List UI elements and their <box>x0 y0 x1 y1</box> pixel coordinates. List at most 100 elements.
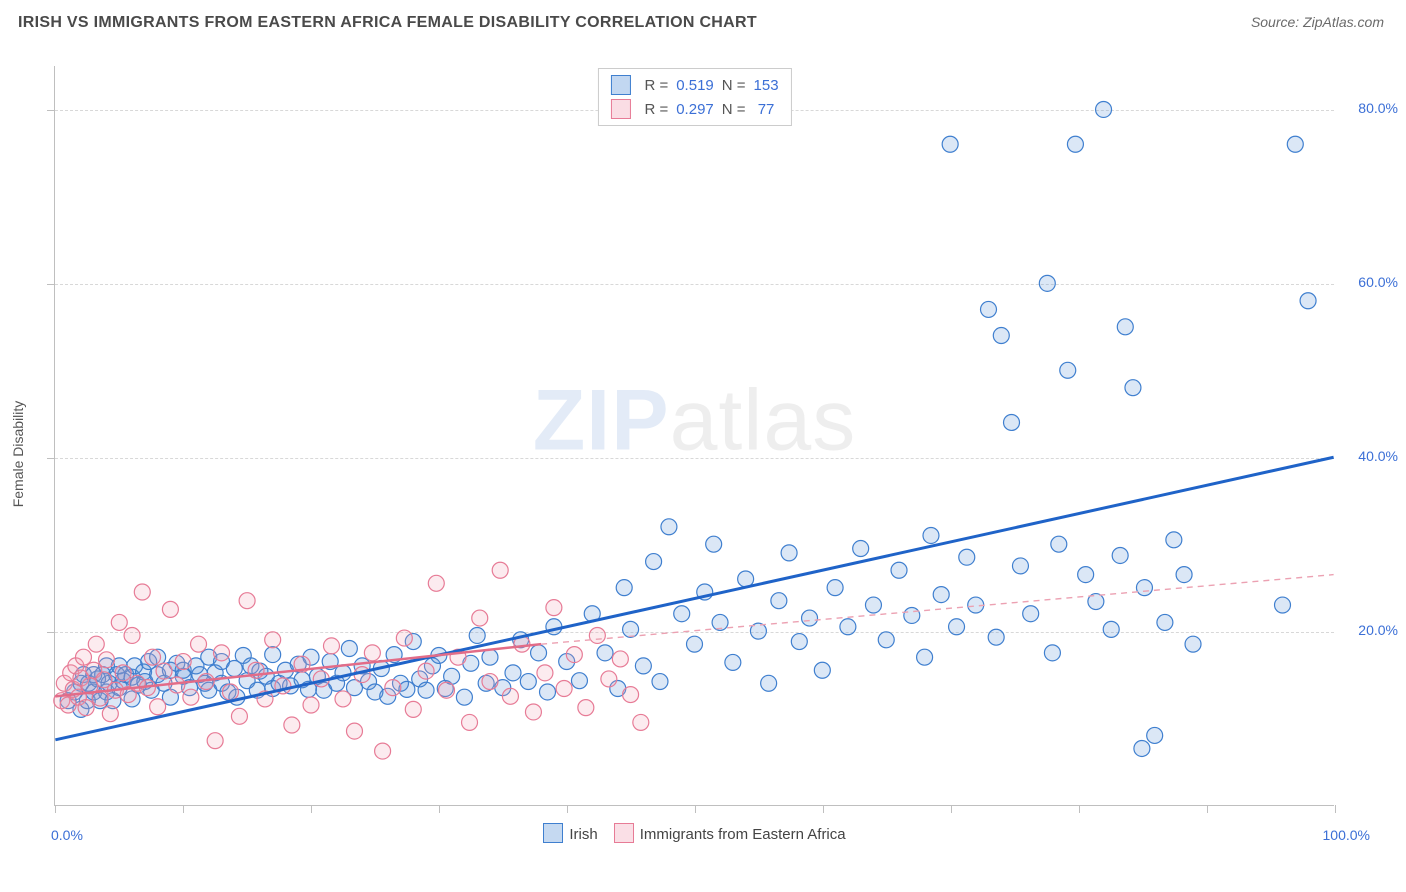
y-tick <box>47 110 55 111</box>
data-point-ieafrica <box>78 700 94 716</box>
data-point-ieafrica <box>612 651 628 667</box>
data-point-ieafrica <box>115 665 131 681</box>
data-point-irish <box>802 610 818 626</box>
r-label: R = <box>644 77 668 94</box>
data-point-ieafrica <box>492 562 508 578</box>
data-point-irish <box>1125 380 1141 396</box>
data-point-ieafrica <box>214 645 230 661</box>
data-point-irish <box>814 662 830 678</box>
y-tick <box>47 632 55 633</box>
data-point-irish <box>725 654 741 670</box>
data-point-irish <box>399 681 415 697</box>
x-tick <box>55 805 56 813</box>
data-point-ieafrica <box>284 717 300 733</box>
plot-area: ZIPatlas 0.0% 100.0% Irish Immigrants fr… <box>54 66 1334 806</box>
legend-item-irish: Irish <box>543 823 597 843</box>
data-point-irish <box>597 645 613 661</box>
data-point-ieafrica <box>439 682 455 698</box>
data-point-ieafrica <box>124 627 140 643</box>
data-point-irish <box>1275 597 1291 613</box>
data-point-irish <box>1012 558 1028 574</box>
data-point-ieafrica <box>156 663 172 679</box>
data-point-irish <box>1136 580 1152 596</box>
y-tick-label: 20.0% <box>1358 622 1398 638</box>
data-point-irish <box>1147 727 1163 743</box>
x-tick <box>1079 805 1080 813</box>
y-tick-label: 80.0% <box>1358 100 1398 116</box>
x-tick <box>183 805 184 813</box>
data-point-ieafrica <box>462 714 478 730</box>
data-point-irish <box>646 554 662 570</box>
stat-swatch <box>610 99 630 119</box>
data-point-irish <box>853 541 869 557</box>
data-point-irish <box>865 597 881 613</box>
data-point-irish <box>1300 293 1316 309</box>
stat-row-irish: R = 0.519 N = 153 <box>606 73 782 97</box>
correlation-stat-box: R = 0.519 N = 153 R = 0.297 N = 77 <box>597 68 791 126</box>
data-point-irish <box>771 593 787 609</box>
data-point-ieafrica <box>145 649 161 665</box>
data-point-irish <box>1287 136 1303 152</box>
chart-container: Female Disability ZIPatlas 0.0% 100.0% I… <box>34 54 1378 854</box>
data-point-irish <box>1096 101 1112 117</box>
data-point-ieafrica <box>556 681 572 697</box>
legend-label-ieafrica: Immigrants from Eastern Africa <box>640 826 846 843</box>
data-point-irish <box>791 634 807 650</box>
data-point-irish <box>993 328 1009 344</box>
data-point-ieafrica <box>472 610 488 626</box>
source-prefix: Source: <box>1251 14 1303 30</box>
data-point-irish <box>904 607 920 623</box>
data-point-ieafrica <box>134 584 150 600</box>
n-label: N = <box>722 101 746 118</box>
data-point-irish <box>878 632 894 648</box>
x-tick <box>567 805 568 813</box>
data-point-ieafrica <box>231 708 247 724</box>
data-point-irish <box>1023 606 1039 622</box>
n-label: N = <box>722 77 746 94</box>
data-point-ieafrica <box>502 688 518 704</box>
source-name: ZipAtlas.com <box>1303 14 1384 30</box>
data-point-irish <box>418 682 434 698</box>
data-point-irish <box>687 636 703 652</box>
stat-row-ieafrica: R = 0.297 N = 77 <box>606 97 782 121</box>
data-point-irish <box>959 549 975 565</box>
data-point-ieafrica <box>601 671 617 687</box>
legend-label-irish: Irish <box>569 826 597 843</box>
data-point-irish <box>923 527 939 543</box>
data-point-ieafrica <box>88 636 104 652</box>
data-point-irish <box>1060 362 1076 378</box>
data-point-ieafrica <box>537 665 553 681</box>
data-point-ieafrica <box>323 638 339 654</box>
data-point-irish <box>635 658 651 674</box>
data-point-irish <box>1078 567 1094 583</box>
data-point-ieafrica <box>239 593 255 609</box>
data-point-irish <box>661 519 677 535</box>
data-point-ieafrica <box>633 714 649 730</box>
data-point-irish <box>571 673 587 689</box>
data-point-irish <box>1103 621 1119 637</box>
r-value: 0.519 <box>676 77 714 94</box>
data-point-irish <box>1039 275 1055 291</box>
data-point-irish <box>469 627 485 643</box>
y-tick-label: 40.0% <box>1358 448 1398 464</box>
data-point-ieafrica <box>566 647 582 663</box>
data-point-ieafrica <box>150 699 166 715</box>
data-point-irish <box>482 649 498 665</box>
data-point-irish <box>520 674 536 690</box>
data-point-ieafrica <box>428 575 444 591</box>
data-point-irish <box>827 580 843 596</box>
x-tick <box>439 805 440 813</box>
data-point-irish <box>1067 136 1083 152</box>
data-point-ieafrica <box>578 700 594 716</box>
data-point-irish <box>1044 645 1060 661</box>
x-tick <box>1335 805 1336 813</box>
data-point-ieafrica <box>102 706 118 722</box>
data-point-ieafrica <box>418 663 434 679</box>
data-point-ieafrica <box>482 674 498 690</box>
trend-line-extrapolated-ieafrica <box>541 575 1334 645</box>
legend-swatch-ieafrica <box>614 823 634 843</box>
data-point-ieafrica <box>111 614 127 630</box>
r-label: R = <box>644 101 668 118</box>
data-point-irish <box>341 641 357 657</box>
data-point-irish <box>891 562 907 578</box>
